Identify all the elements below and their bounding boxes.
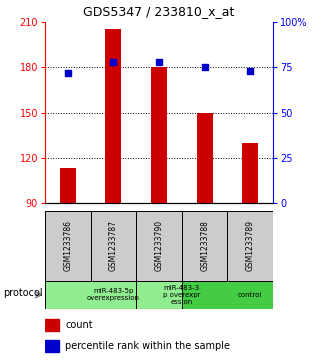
Bar bbox=[106, 29, 121, 203]
Text: GSM1233790: GSM1233790 bbox=[155, 220, 164, 272]
Bar bbox=[45, 319, 59, 331]
Text: GSM1233787: GSM1233787 bbox=[109, 220, 118, 271]
Bar bbox=[182, 211, 227, 281]
Bar bbox=[182, 281, 273, 309]
Bar bbox=[151, 67, 167, 203]
Point bbox=[65, 70, 71, 76]
Bar bbox=[60, 168, 76, 203]
Text: control: control bbox=[238, 292, 262, 298]
Bar bbox=[227, 211, 273, 281]
Point bbox=[157, 59, 162, 65]
Bar bbox=[242, 143, 258, 203]
Bar bbox=[45, 281, 136, 309]
Text: count: count bbox=[66, 320, 93, 330]
Text: GSM1233789: GSM1233789 bbox=[246, 220, 255, 271]
Text: miR-483-5p
overexpression: miR-483-5p overexpression bbox=[87, 288, 140, 301]
Title: GDS5347 / 233810_x_at: GDS5347 / 233810_x_at bbox=[83, 5, 235, 18]
Point bbox=[111, 59, 116, 65]
Bar bbox=[91, 211, 136, 281]
Point bbox=[202, 64, 207, 70]
Bar bbox=[136, 281, 182, 309]
Bar bbox=[136, 211, 182, 281]
Text: percentile rank within the sample: percentile rank within the sample bbox=[66, 341, 230, 351]
Bar bbox=[45, 211, 91, 281]
Bar bbox=[45, 340, 59, 352]
Point bbox=[248, 68, 253, 74]
Text: GSM1233786: GSM1233786 bbox=[63, 220, 72, 271]
Text: miR-483-3
p overexpr
ession: miR-483-3 p overexpr ession bbox=[163, 285, 200, 305]
Text: protocol: protocol bbox=[3, 288, 43, 298]
Text: GSM1233788: GSM1233788 bbox=[200, 220, 209, 271]
Bar bbox=[197, 113, 212, 203]
